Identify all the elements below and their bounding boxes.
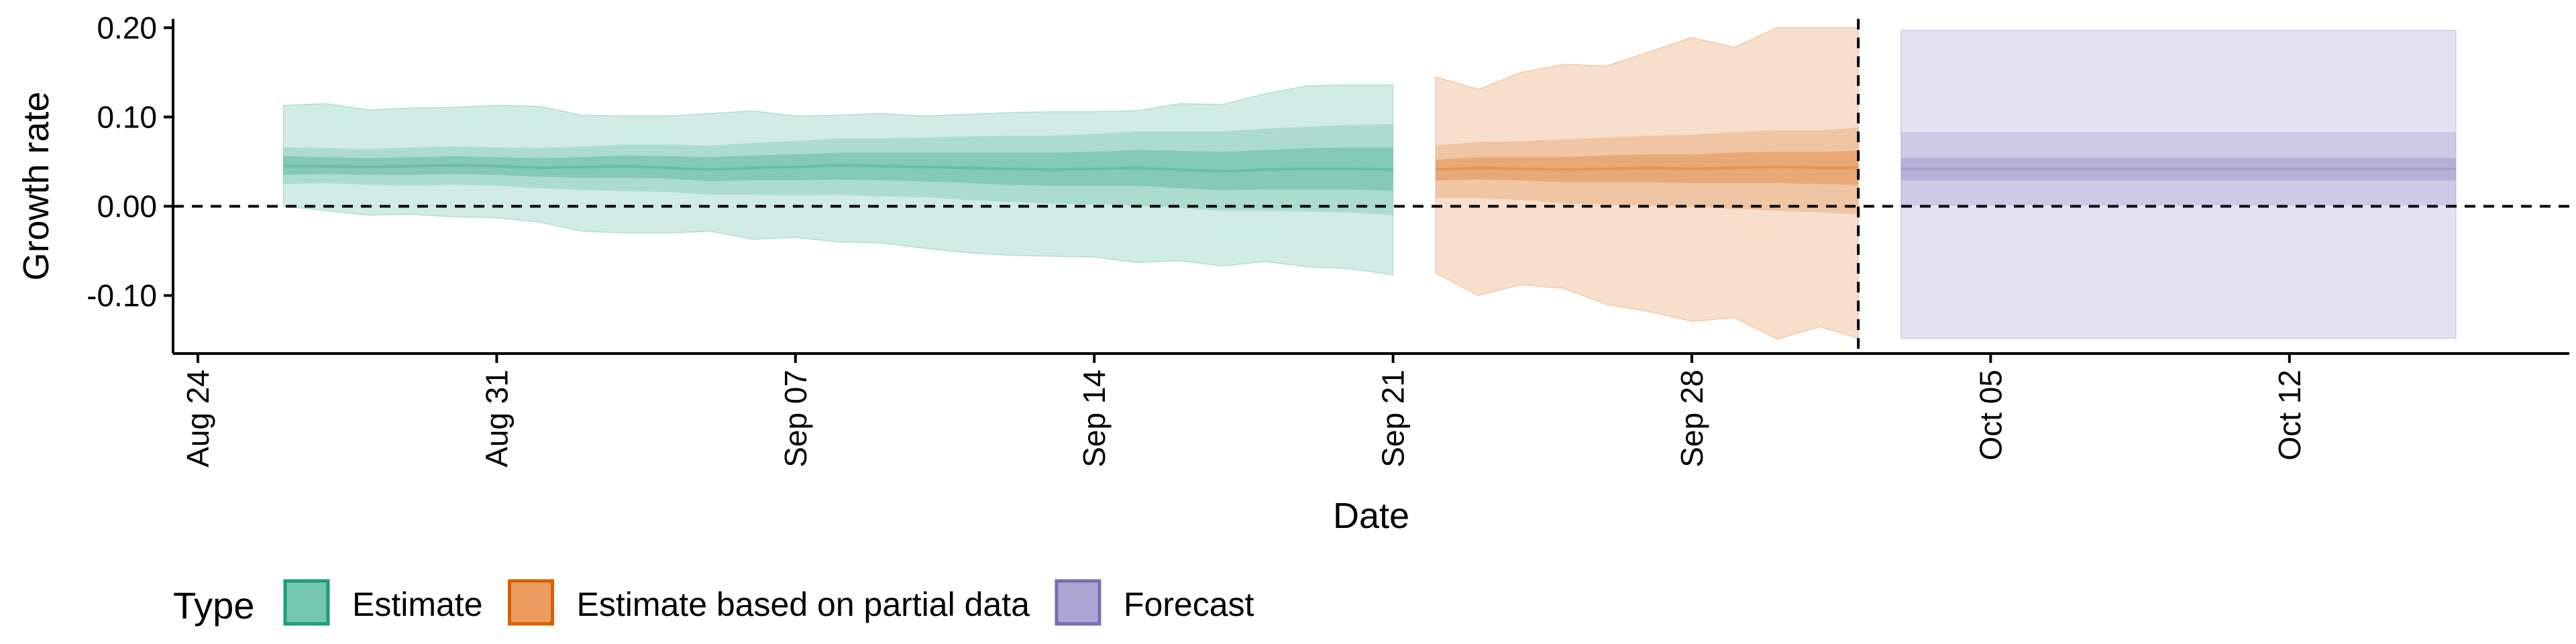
- forecast-mid-ribbon: [1900, 132, 2456, 206]
- x-tick-label: Sep 21: [1376, 370, 1411, 468]
- estimate-inner-ribbon: [283, 147, 1393, 191]
- ribbon-layer: [282, 27, 2457, 340]
- estimate-outer-ribbon: [282, 84, 1394, 276]
- axes: 0.20 0.10 0.00 -0.10 Aug 24 Aug 31 Sep 07 Sep 1…: [87, 10, 2569, 468]
- legend-label-estimate-based-on-partial-data: Estimate based on partial data: [577, 586, 1030, 623]
- y-tick-label: 0.20: [97, 10, 157, 45]
- y-tick-label: 0.10: [97, 99, 157, 134]
- legend-key-forecast: [1055, 579, 1102, 626]
- legend-title: Type: [173, 584, 254, 627]
- x-tick-label: Oct 12: [2272, 370, 2307, 461]
- y-tick-label: 0.00: [97, 189, 157, 223]
- estimate-based-on-partial-data-inner-ribbon: [1436, 150, 1859, 185]
- forecast-outer-ribbon: [1900, 30, 2457, 339]
- x-tick-label: Sep 07: [778, 370, 813, 468]
- x-tick-label: Oct 05: [1973, 370, 2008, 461]
- x-tick-label: Sep 14: [1077, 370, 1112, 468]
- median-layer: [283, 164, 2456, 173]
- legend: Type Estimate Estimate based on partial d…: [173, 579, 1254, 627]
- x-tick-label: Aug 24: [180, 370, 215, 468]
- legend-label-estimate: Estimate: [352, 586, 483, 623]
- x-tick-label: Aug 31: [479, 370, 514, 468]
- y-axis-title: Growth rate: [16, 91, 56, 280]
- reference-lines: [173, 19, 2569, 354]
- legend-key-estimate: [283, 579, 330, 626]
- x-axis-title: Date: [1333, 496, 1409, 536]
- estimate-based-on-partial-data-mid-ribbon: [1436, 127, 1859, 215]
- y-tick-label: -0.10: [87, 278, 157, 313]
- forecast-inner-ribbon: [1900, 158, 2456, 180]
- legend-label-forecast: Forecast: [1124, 586, 1254, 623]
- legend-key-estimate-based-on-partial-data: [508, 579, 555, 626]
- x-tick-label: Sep 28: [1674, 370, 1709, 468]
- estimate-based-on-partial-data-median-line: [1436, 165, 1859, 171]
- estimate-mid-ribbon: [283, 124, 1393, 215]
- estimate-median-line: [283, 164, 1393, 173]
